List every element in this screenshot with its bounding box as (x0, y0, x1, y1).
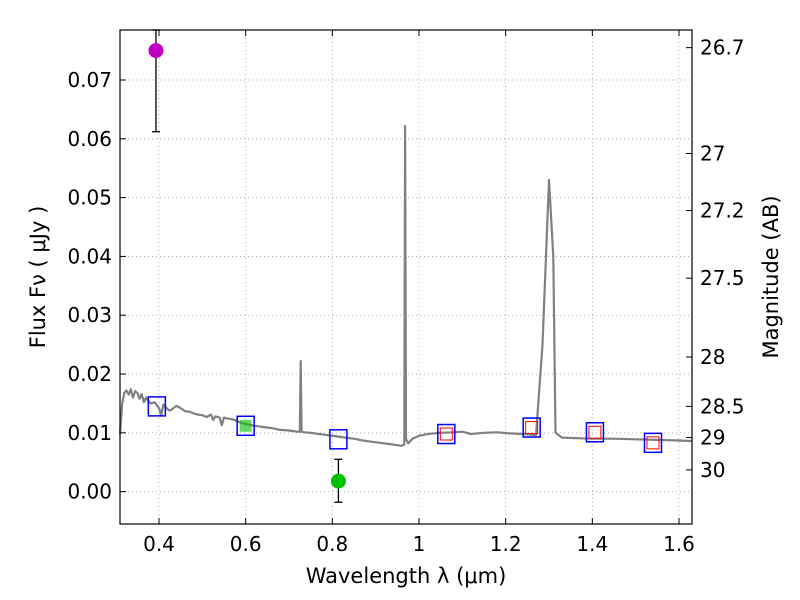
model-point-fill (239, 419, 252, 432)
y-tick-label: 0.02 (67, 362, 112, 386)
x-axis-title: Wavelength λ (μm) (306, 564, 507, 588)
model-point (147, 396, 167, 417)
model-point-inner (525, 421, 539, 435)
plot-frame (119, 29, 693, 525)
sed-curve-line (118, 124, 693, 447)
right-tick-label: 26.7 (700, 36, 745, 60)
right-tick-label: 27.2 (700, 199, 745, 223)
observed-point (148, 43, 164, 59)
sed-series (118, 124, 693, 447)
y-axis-title-left: Flux Fν ( μJy ) (26, 206, 50, 349)
right-tick-label: 27.5 (700, 266, 745, 290)
x-tick-label: 1.6 (663, 532, 695, 556)
y-tick-label: 0.05 (67, 186, 112, 210)
observed-point (330, 473, 346, 489)
model-point-inner (646, 436, 660, 450)
y-tick-label: 0.07 (67, 68, 112, 92)
model-point (329, 429, 348, 450)
model-point (236, 415, 255, 437)
model-point-inner (588, 425, 602, 439)
photometry-markers (147, 29, 663, 503)
y-tick-label: 0.01 (67, 421, 112, 445)
right-tick-label: 30 (700, 458, 725, 482)
model-point (585, 422, 605, 443)
model-point (643, 432, 663, 454)
x-tick-label: 1.4 (576, 532, 608, 556)
y-tick-label: 0.04 (67, 244, 112, 268)
y-tick-label: 0.03 (67, 303, 112, 327)
right-tick-label: 29 (700, 426, 725, 450)
y-tick-label: 0.00 (67, 480, 112, 504)
grid-lines (120, 30, 692, 524)
model-point (437, 423, 456, 445)
right-tick-label: 28.5 (700, 394, 745, 418)
right-tick-label: 28 (700, 345, 725, 369)
x-tick-label: 1.2 (490, 532, 522, 556)
model-point-inner (439, 427, 453, 441)
y-tick-label: 0.06 (67, 127, 112, 151)
x-tick-label: 1 (413, 532, 426, 556)
x-tick-label: 0.4 (143, 532, 175, 556)
y-axis-title-right: Magnitude (AB) (759, 195, 783, 358)
right-tick-label: 27 (700, 142, 725, 166)
axis-ticks: 0.4 0.6 0.8 1 1.2 1.4 1.6 0.00 0.01 0.02 0.03 0.04 0… (67, 30, 745, 556)
x-tick-label: 0.6 (230, 532, 262, 556)
x-tick-label: 0.8 (316, 532, 348, 556)
model-point (522, 417, 541, 438)
